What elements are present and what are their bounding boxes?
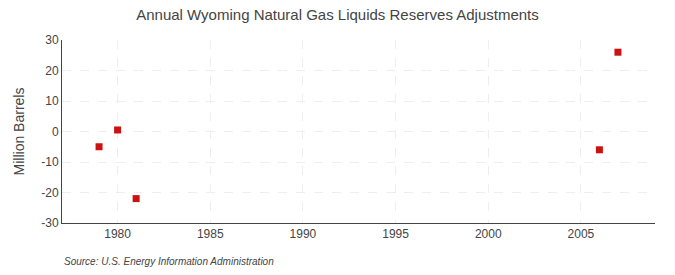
svg-text:-20: -20 [41, 186, 59, 200]
svg-text:Million Barrels: Million Barrels [11, 88, 27, 176]
svg-text:-10: -10 [41, 155, 59, 169]
svg-text:0: 0 [52, 125, 59, 139]
svg-text:-30: -30 [41, 216, 59, 230]
svg-text:Source: U.S. Energy Informatio: Source: U.S. Energy Information Administ… [64, 256, 274, 267]
svg-text:10: 10 [45, 94, 59, 108]
svg-text:2005: 2005 [568, 227, 595, 241]
svg-text:1995: 1995 [382, 227, 409, 241]
svg-text:1990: 1990 [290, 227, 317, 241]
svg-text:1980: 1980 [104, 227, 131, 241]
svg-text:Annual Wyoming Natural Gas Liq: Annual Wyoming Natural Gas Liquids Reser… [136, 6, 539, 23]
svg-text:20: 20 [45, 64, 59, 78]
svg-text:1985: 1985 [197, 227, 224, 241]
svg-text:2000: 2000 [475, 227, 502, 241]
svg-text:30: 30 [45, 33, 59, 47]
